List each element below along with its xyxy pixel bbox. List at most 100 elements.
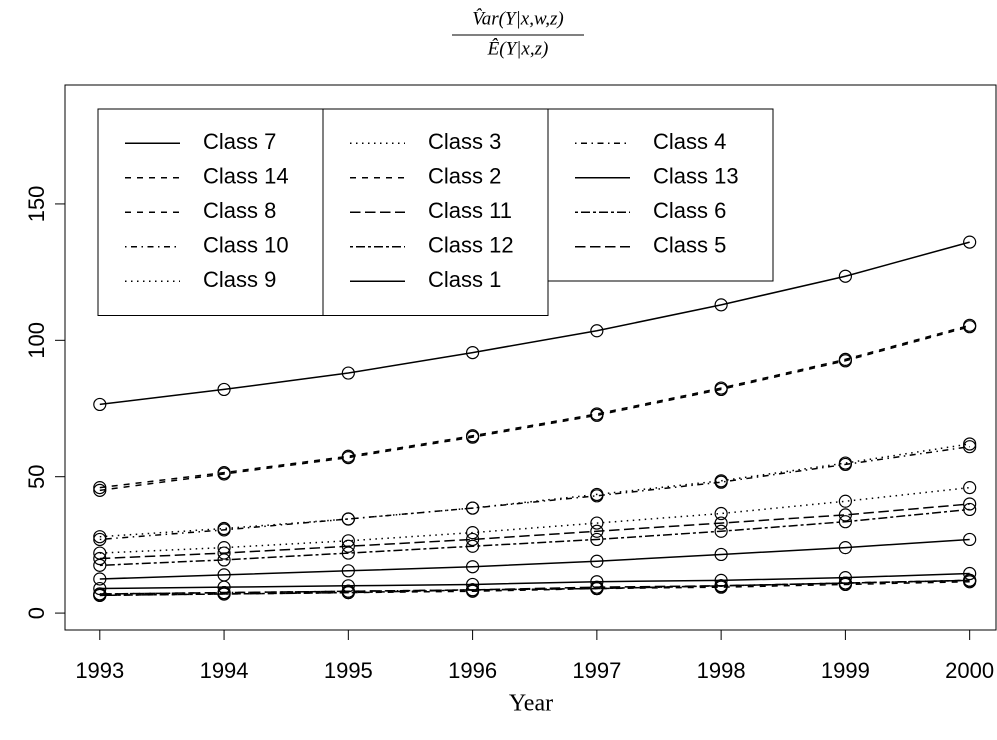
point <box>341 512 355 526</box>
point <box>963 573 977 587</box>
point <box>93 530 107 544</box>
point <box>217 546 231 560</box>
point <box>93 483 107 497</box>
series-line <box>99 445 970 541</box>
x-tick-label: 1994 <box>200 658 249 683</box>
point <box>217 586 231 600</box>
point <box>714 579 728 593</box>
series-line <box>99 503 970 560</box>
point <box>963 437 977 451</box>
x-tick-label: 1996 <box>448 658 497 683</box>
point <box>838 269 852 283</box>
point <box>465 583 480 597</box>
legend-label: Class 2 <box>428 164 501 189</box>
point <box>838 576 852 590</box>
point <box>838 515 852 529</box>
series-line <box>99 508 970 567</box>
point <box>963 320 977 334</box>
point <box>217 553 231 567</box>
point <box>465 539 480 553</box>
point <box>465 345 480 360</box>
x-tick-label: 1993 <box>75 658 124 683</box>
point <box>714 547 728 562</box>
legend-label: Class 3 <box>428 129 501 154</box>
point <box>963 532 977 547</box>
y-tick-label: 150 <box>24 186 49 223</box>
point <box>714 524 728 538</box>
point <box>963 566 977 581</box>
legend-label: Class 13 <box>653 164 739 189</box>
series-line <box>99 443 970 538</box>
point <box>341 546 355 560</box>
point <box>93 551 107 566</box>
point <box>341 564 355 578</box>
point <box>93 558 107 572</box>
legend-label: Class 7 <box>203 129 276 154</box>
point <box>838 456 852 470</box>
point <box>963 502 977 517</box>
point <box>838 508 852 522</box>
legend-label: Class 12 <box>428 233 514 258</box>
point <box>341 366 355 380</box>
series-line <box>99 538 970 580</box>
plot-box <box>64 84 997 631</box>
point <box>93 572 107 586</box>
series-line <box>99 325 970 492</box>
point <box>590 580 604 594</box>
point <box>714 506 728 521</box>
x-axis-label: Year <box>509 691 553 717</box>
point <box>838 354 852 368</box>
series-line <box>99 486 970 554</box>
point <box>590 524 604 538</box>
series-line <box>99 241 970 406</box>
legend-label: Class 1 <box>428 267 501 292</box>
point <box>838 494 852 508</box>
title-numerator: V̂ar(Y|x,w,z) <box>472 8 563 29</box>
series-line <box>99 579 970 595</box>
point <box>93 587 107 601</box>
point <box>465 526 480 540</box>
x-tick-label: 1997 <box>572 658 621 683</box>
point <box>93 397 107 412</box>
point <box>590 487 604 502</box>
legend-label: Class 11 <box>428 198 512 223</box>
point <box>465 430 480 444</box>
series-line <box>99 324 970 489</box>
legend-box <box>547 108 774 282</box>
point <box>590 532 604 547</box>
point <box>714 516 728 530</box>
point <box>963 481 977 495</box>
point <box>590 554 604 568</box>
point <box>714 382 728 397</box>
point <box>341 584 355 598</box>
point <box>465 501 480 515</box>
series-line <box>99 579 970 597</box>
y-tick-label: 0 <box>24 607 49 619</box>
x-tick-label: 1999 <box>821 658 870 683</box>
series-line <box>99 572 970 590</box>
x-tick-label: 2000 <box>945 658 994 683</box>
point <box>714 298 728 312</box>
legend-label: Class 4 <box>653 129 726 154</box>
point <box>590 408 604 422</box>
point <box>465 560 480 574</box>
point <box>465 532 480 547</box>
legend-label: Class 10 <box>203 233 289 258</box>
legend-label: Class 8 <box>203 198 276 223</box>
title-denominator: Ê(Y|x,z) <box>487 37 549 59</box>
point <box>714 474 728 488</box>
legend-label: Class 14 <box>203 164 289 189</box>
point <box>341 451 355 465</box>
y-tick-label: 100 <box>24 322 49 359</box>
point <box>341 539 355 553</box>
point <box>217 521 231 536</box>
point <box>963 235 977 249</box>
point <box>93 581 107 596</box>
point <box>217 467 231 481</box>
point <box>590 324 604 338</box>
y-tick-label: 50 <box>24 464 49 488</box>
legend-label: Class 5 <box>653 233 726 258</box>
x-tick-label: 1998 <box>697 658 746 683</box>
